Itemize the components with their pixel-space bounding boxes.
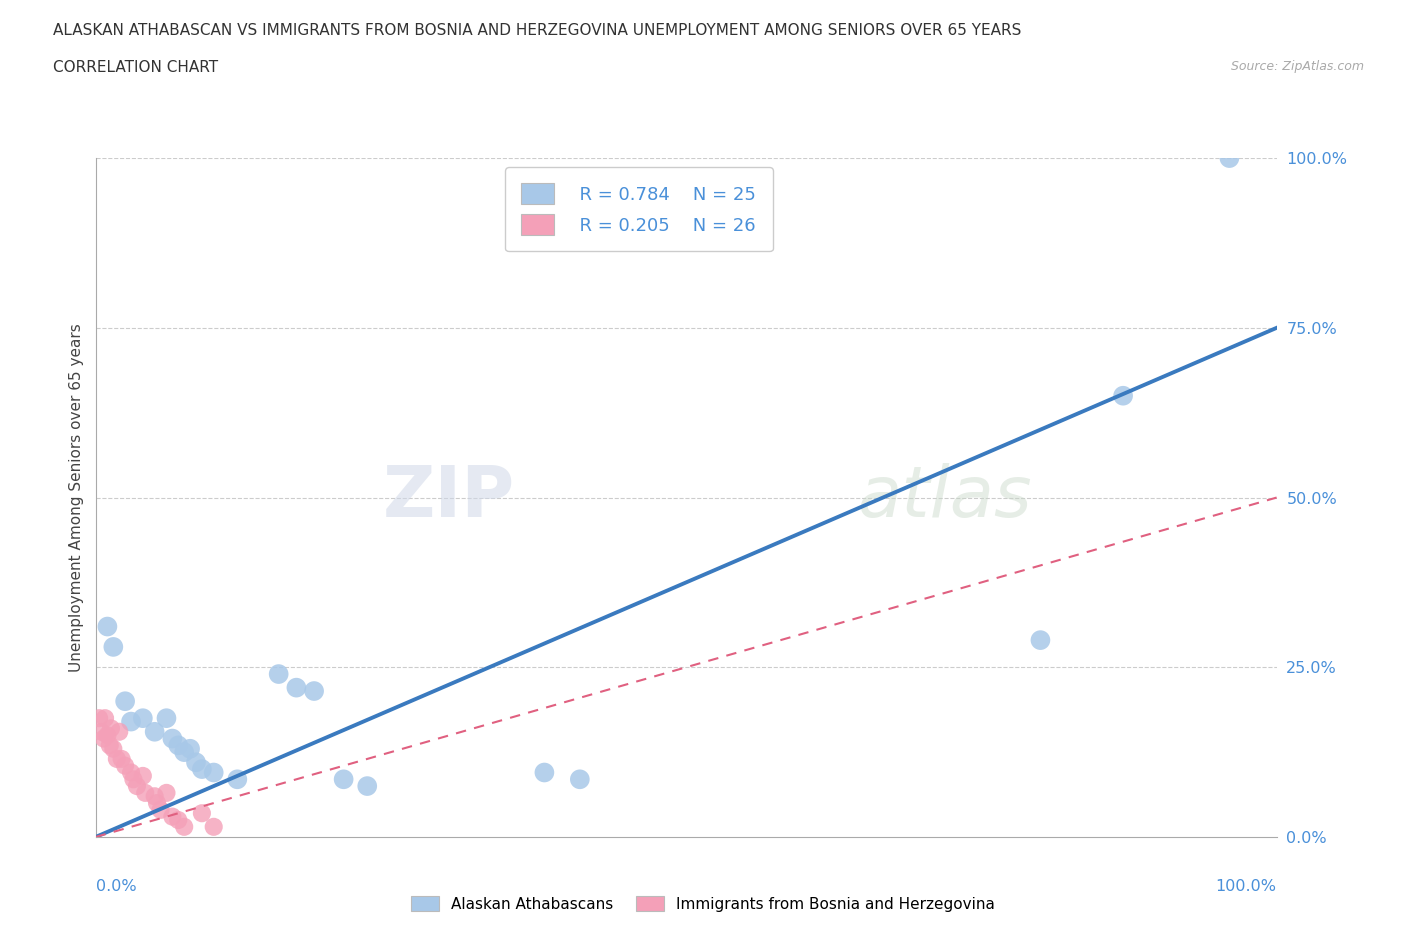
Point — [173, 819, 195, 834]
Point — [96, 727, 118, 742]
Point — [167, 813, 190, 828]
Point — [302, 684, 325, 698]
Point — [332, 772, 354, 787]
Point — [146, 796, 169, 811]
Point — [202, 765, 225, 780]
Point — [1218, 151, 1240, 166]
Point — [143, 724, 166, 739]
Point — [1112, 389, 1135, 404]
Point — [184, 755, 207, 770]
Point — [108, 724, 131, 739]
Point — [120, 714, 142, 729]
Point — [100, 721, 122, 736]
Point — [90, 724, 112, 739]
Point — [120, 765, 142, 780]
Point — [226, 772, 249, 787]
Point — [89, 711, 111, 725]
Point — [125, 778, 148, 793]
Point — [122, 772, 145, 787]
Point — [149, 803, 172, 817]
Point — [533, 765, 555, 780]
Legend: Alaskan Athabascans, Immigrants from Bosnia and Herzegovina: Alaskan Athabascans, Immigrants from Bos… — [405, 889, 1001, 918]
Point — [143, 789, 166, 804]
Point — [173, 745, 195, 760]
Text: CORRELATION CHART: CORRELATION CHART — [53, 60, 218, 75]
Point — [285, 680, 308, 695]
Point — [155, 786, 177, 801]
Text: ZIP: ZIP — [382, 463, 515, 532]
Point — [202, 819, 225, 834]
Point — [132, 711, 155, 725]
Point — [94, 711, 117, 725]
Legend:   R = 0.784    N = 25,   R = 0.205    N = 26: R = 0.784 N = 25, R = 0.205 N = 26 — [505, 167, 772, 251]
Point — [134, 786, 156, 801]
Point — [132, 768, 155, 783]
Point — [98, 737, 121, 752]
Point — [103, 640, 125, 655]
Point — [356, 778, 378, 793]
Point — [103, 741, 125, 756]
Point — [191, 762, 214, 777]
Point — [179, 741, 201, 756]
Point — [155, 711, 177, 725]
Text: atlas: atlas — [858, 463, 1032, 532]
Point — [267, 667, 290, 682]
Point — [110, 751, 132, 766]
Point — [105, 751, 128, 766]
Point — [162, 731, 184, 746]
Point — [191, 805, 214, 820]
Point — [96, 619, 118, 634]
Point — [162, 809, 184, 824]
Text: 100.0%: 100.0% — [1216, 879, 1277, 894]
Point — [114, 758, 136, 773]
Y-axis label: Unemployment Among Seniors over 65 years: Unemployment Among Seniors over 65 years — [69, 324, 84, 671]
Text: ALASKAN ATHABASCAN VS IMMIGRANTS FROM BOSNIA AND HERZEGOVINA UNEMPLOYMENT AMONG : ALASKAN ATHABASCAN VS IMMIGRANTS FROM BO… — [53, 23, 1022, 38]
Point — [93, 731, 115, 746]
Point — [167, 737, 190, 752]
Point — [568, 772, 591, 787]
Point — [1029, 632, 1052, 647]
Text: Source: ZipAtlas.com: Source: ZipAtlas.com — [1230, 60, 1364, 73]
Point — [114, 694, 136, 709]
Text: 0.0%: 0.0% — [96, 879, 136, 894]
